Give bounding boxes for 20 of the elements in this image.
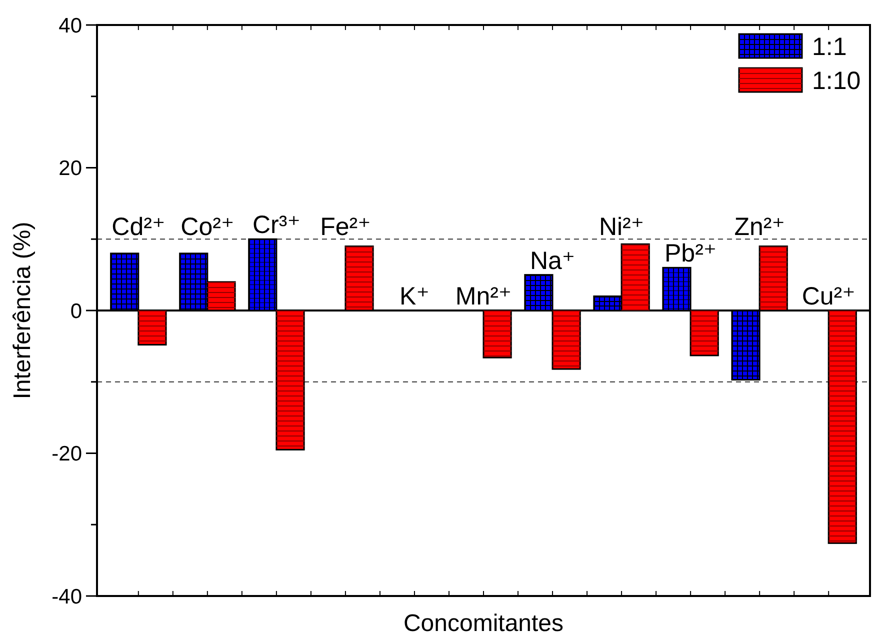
x-tick-label: Cr³⁺: [252, 211, 300, 240]
x-tick-label: Cd²⁺: [112, 213, 166, 242]
x-tick-label: Cu²⁺: [802, 282, 856, 310]
x-axis-title: Concomitantes: [403, 610, 564, 637]
x-tick-label: Na⁺: [530, 246, 576, 275]
legend-label: 1:1: [812, 32, 847, 61]
x-tick-label: Zn²⁺: [734, 213, 785, 242]
y-axis-title: Interferência (%): [9, 222, 36, 400]
x-tick-label: Mn²⁺: [455, 282, 512, 310]
x-tick-label: Pb²⁺: [664, 240, 717, 268]
x-tick-label: Co²⁺: [180, 213, 234, 242]
y-tick-label: 20: [58, 157, 82, 180]
y-tick-label: 0: [70, 300, 82, 323]
y-tick-label: -40: [52, 585, 82, 608]
x-tick-label: Ni²⁺: [598, 213, 644, 242]
legend-label: 1:10: [812, 66, 861, 95]
y-tick-label: 40: [58, 14, 82, 38]
x-tick-label: Fe²⁺: [320, 213, 371, 242]
x-tick-label: K⁺: [400, 282, 430, 310]
y-tick-label: -20: [52, 442, 82, 466]
